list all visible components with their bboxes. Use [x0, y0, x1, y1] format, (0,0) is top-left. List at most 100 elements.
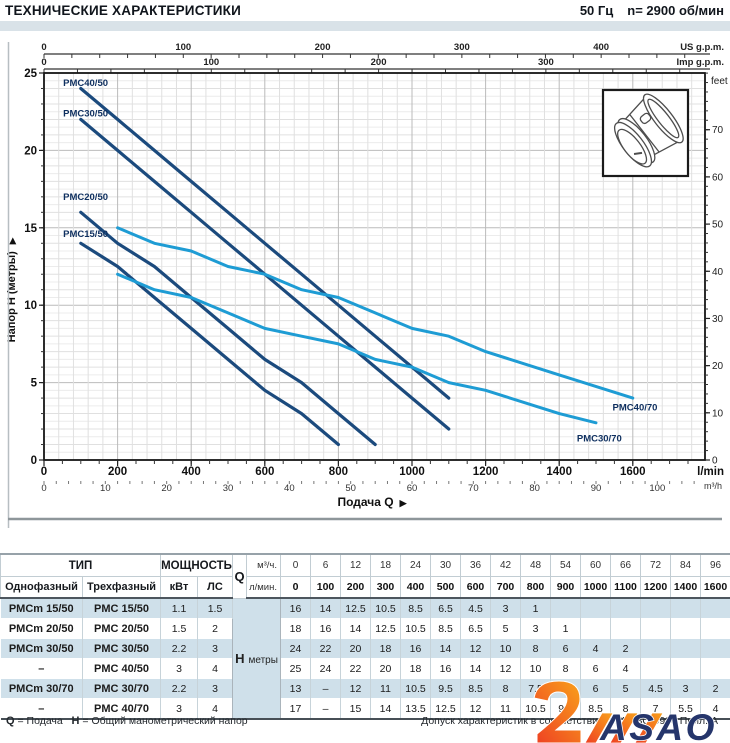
performance-chart: 0 100 200 300 400 US g.p.m.0 100 200 300 Imp g.p.… — [6, 42, 728, 528]
q-m3h-value: 30 — [430, 553, 461, 577]
logo-stripes — [584, 712, 664, 743]
axis-tick-label: 80 — [529, 483, 540, 494]
axis-tick-label: 0 — [31, 455, 37, 467]
frequency-speed: 50 Гц n= 2900 об/мин — [566, 3, 730, 18]
footer: Q = Подача H = Общий манометрический нап… — [0, 715, 726, 727]
axis-tick-label: 70 — [712, 125, 724, 136]
head-value — [640, 658, 671, 679]
legend-note: Q = Подача H = Общий манометрический нап… — [0, 715, 248, 727]
q-lmin-value: 1200 — [640, 576, 671, 599]
axis-tick-label: 25 — [24, 68, 37, 80]
power-hp-value: 4 — [197, 698, 233, 719]
col-header-type: ТИП — [0, 553, 161, 577]
speed-value: n= 2900 об/мин — [627, 3, 724, 18]
axis-tick-label: 600 — [255, 466, 274, 478]
q-m3h-value: 84 — [670, 553, 701, 577]
head-value: 15 — [340, 698, 371, 719]
power-kw-value: 3 — [160, 698, 198, 719]
power-kw-value: 1.5 — [160, 618, 198, 639]
axis-tick-label: 300 — [454, 42, 470, 53]
head-value — [610, 597, 641, 619]
head-value: 13.5 — [400, 698, 431, 719]
pump-name-single: PMCm 30/70 — [0, 678, 83, 699]
head-value: 3 — [670, 678, 701, 699]
axis-tick-label: 20 — [712, 361, 724, 372]
axis-tick-label: 40 — [284, 483, 295, 494]
legend-h-val: = Общий манометрический напор — [82, 715, 248, 727]
head-value: 1 — [520, 597, 551, 619]
head-value: 8 — [520, 638, 551, 659]
head-value: 7 — [640, 698, 671, 719]
head-value: 12 — [340, 678, 371, 699]
q-m3h-value: 66 — [610, 553, 641, 577]
q-lmin-value: 400 — [400, 576, 431, 599]
q-m3h-value: 72 — [640, 553, 671, 577]
axis-tick-label: 100 — [203, 57, 219, 68]
axis-tick-label: 200 — [371, 57, 387, 68]
axis-tick-label: 0 — [712, 456, 718, 467]
axis-tick-label: 15 — [24, 223, 37, 235]
head-value: – — [310, 678, 341, 699]
table-row: –PMC 40/703417–151413.512.5121110.59.58.… — [0, 698, 730, 719]
head-value: 14 — [430, 638, 461, 659]
q-m3h-value: 42 — [490, 553, 521, 577]
head-value: 6 — [580, 678, 611, 699]
plot-border — [43, 72, 706, 461]
head-value: 14 — [460, 658, 491, 679]
head-value: 6.5 — [460, 618, 491, 639]
axis-tick-label: 60 — [407, 483, 418, 494]
head-value: 10 — [520, 658, 551, 679]
head-value: 12 — [460, 638, 491, 659]
head-value — [700, 618, 730, 639]
axis-tick-label: 300 — [538, 57, 554, 68]
head-value: 1 — [550, 618, 581, 639]
head-value — [550, 597, 581, 619]
q-lmin-value: 700 — [490, 576, 521, 599]
unit-label-lmin: л/мин. — [246, 576, 281, 599]
head-value: 12.5 — [340, 597, 371, 619]
q-m3h-value: 6 — [310, 553, 341, 577]
curve-label: PMC30/50 — [63, 108, 108, 119]
curve-pmc40-70 — [116, 226, 635, 400]
head-value: 16 — [280, 597, 311, 619]
axis-tick-label: 1000 — [399, 466, 425, 478]
pump-name-three: PMC 20/50 — [82, 618, 161, 639]
table-row: – PMC 40/50 3 4 25 24 22 20 18 16 14 12 10 8 6 4 — [0, 658, 730, 679]
col-header-three-phase: Трехфазный — [82, 576, 161, 599]
q-lmin-value: 900 — [550, 576, 581, 599]
head-value — [580, 597, 611, 619]
head-value: 4.5 — [640, 678, 671, 699]
head-value: 10.5 — [400, 678, 431, 699]
pump-name-three: PMC 40/70 — [82, 698, 161, 719]
q-lmin-value: 500 — [430, 576, 461, 599]
head-value: 14 — [310, 597, 341, 619]
col-header-q: Q — [232, 553, 247, 599]
axis-unit-label: US g.p.m. — [680, 42, 724, 53]
q-m3h-value: 96 — [700, 553, 730, 577]
head-value: 13 — [280, 678, 311, 699]
head-value: 10.5 — [400, 618, 431, 639]
curve-label: PMC15/50 — [63, 229, 108, 240]
curve-label: PMC20/50 — [63, 192, 108, 203]
curve-pmc30-70 — [116, 272, 598, 425]
head-value: 12.5 — [370, 618, 401, 639]
pump-name-single: – — [0, 658, 83, 679]
head-value: 9.5 — [430, 678, 461, 699]
axis-tick-label: 0 — [41, 483, 46, 494]
q-m3h-value: 0 — [280, 553, 311, 577]
legend-q-key: Q — [6, 715, 15, 727]
head-value: 3 — [520, 618, 551, 639]
head-value: 4 — [580, 638, 611, 659]
head-value: 12 — [460, 698, 491, 719]
q-lmin-value: 1600 — [700, 576, 730, 599]
axis-unit-label: Imp g.p.m. — [677, 57, 725, 68]
head-value — [580, 618, 611, 639]
head-value: 24 — [310, 658, 341, 679]
head-value: 17 — [280, 698, 311, 719]
head-value: 16 — [310, 618, 341, 639]
head-value — [640, 618, 671, 639]
asao-logo: ASAO — [533, 680, 715, 743]
power-kw-value: 2.2 — [160, 678, 198, 699]
head-value: 14 — [340, 618, 371, 639]
